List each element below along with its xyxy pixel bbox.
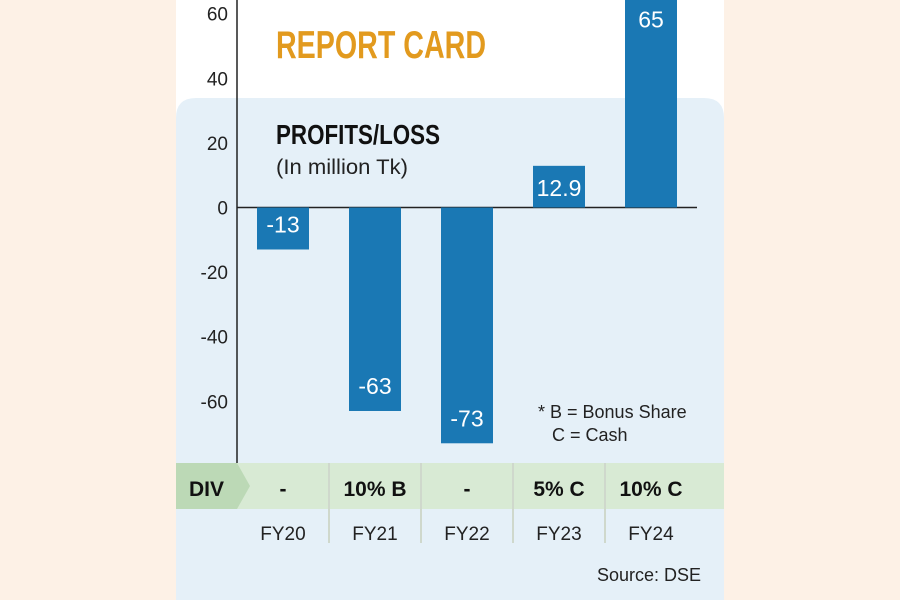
bar-value-label: 65 (638, 7, 664, 33)
dividend-label: DIV (189, 478, 224, 501)
y-tick-label: 20 (207, 134, 228, 155)
x-tick-label: FY24 (628, 524, 674, 545)
x-tick-label: FY20 (260, 524, 305, 545)
y-tick-label: -20 (201, 263, 228, 284)
dividend-value: - (280, 478, 287, 501)
x-tick-labels: FY20 FY21 FY22 FY23 FY24 (260, 524, 674, 545)
bars: -13 -63 -73 12.9 65 (257, 0, 677, 444)
bar-value-label: 12.9 (537, 175, 582, 201)
y-tick-label: -40 (201, 328, 228, 349)
bar-fy24 (625, 0, 677, 208)
x-tick-label: FY21 (352, 524, 397, 545)
dividend-row: - 10% B - 5% C 10% C (280, 463, 683, 543)
dividend-value: 10% C (619, 478, 682, 501)
note-bonus: * B = Bonus Share (538, 402, 687, 422)
unit-label: (In million Tk) (276, 156, 408, 179)
y-tick-label: -60 (201, 392, 228, 413)
chart-subtitle: PROFITS/LOSS (276, 119, 440, 150)
y-tick-label: 0 (217, 199, 228, 220)
bar-fy22 (441, 207, 493, 444)
y-tick-label: 60 (207, 5, 228, 26)
dividend-value: 10% B (343, 478, 406, 501)
bar-value-label: -13 (266, 211, 299, 237)
x-tick-label: FY22 (444, 524, 489, 545)
bar-fy20 (257, 207, 309, 250)
bar-fy21 (349, 207, 401, 411)
source-note: Source: DSE (597, 565, 701, 585)
bar-value-label: -63 (358, 373, 391, 399)
dividend-label-bg (176, 463, 250, 509)
y-tick-labels: 60 40 20 0 -20 -40 -60 (201, 5, 228, 414)
note-cash: C = Cash (552, 425, 628, 445)
dividend-band (176, 463, 724, 509)
bar-value-label: -73 (450, 405, 483, 431)
dividend-value: - (464, 478, 471, 501)
bar-fy23 (533, 165, 585, 208)
y-tick-label: 40 (207, 69, 228, 90)
dividend-value: 5% C (533, 478, 584, 501)
x-tick-label: FY23 (536, 524, 581, 545)
chart-title: REPORT CARD (276, 24, 486, 67)
